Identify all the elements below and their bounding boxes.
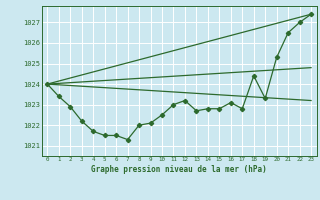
X-axis label: Graphe pression niveau de la mer (hPa): Graphe pression niveau de la mer (hPa)	[91, 165, 267, 174]
